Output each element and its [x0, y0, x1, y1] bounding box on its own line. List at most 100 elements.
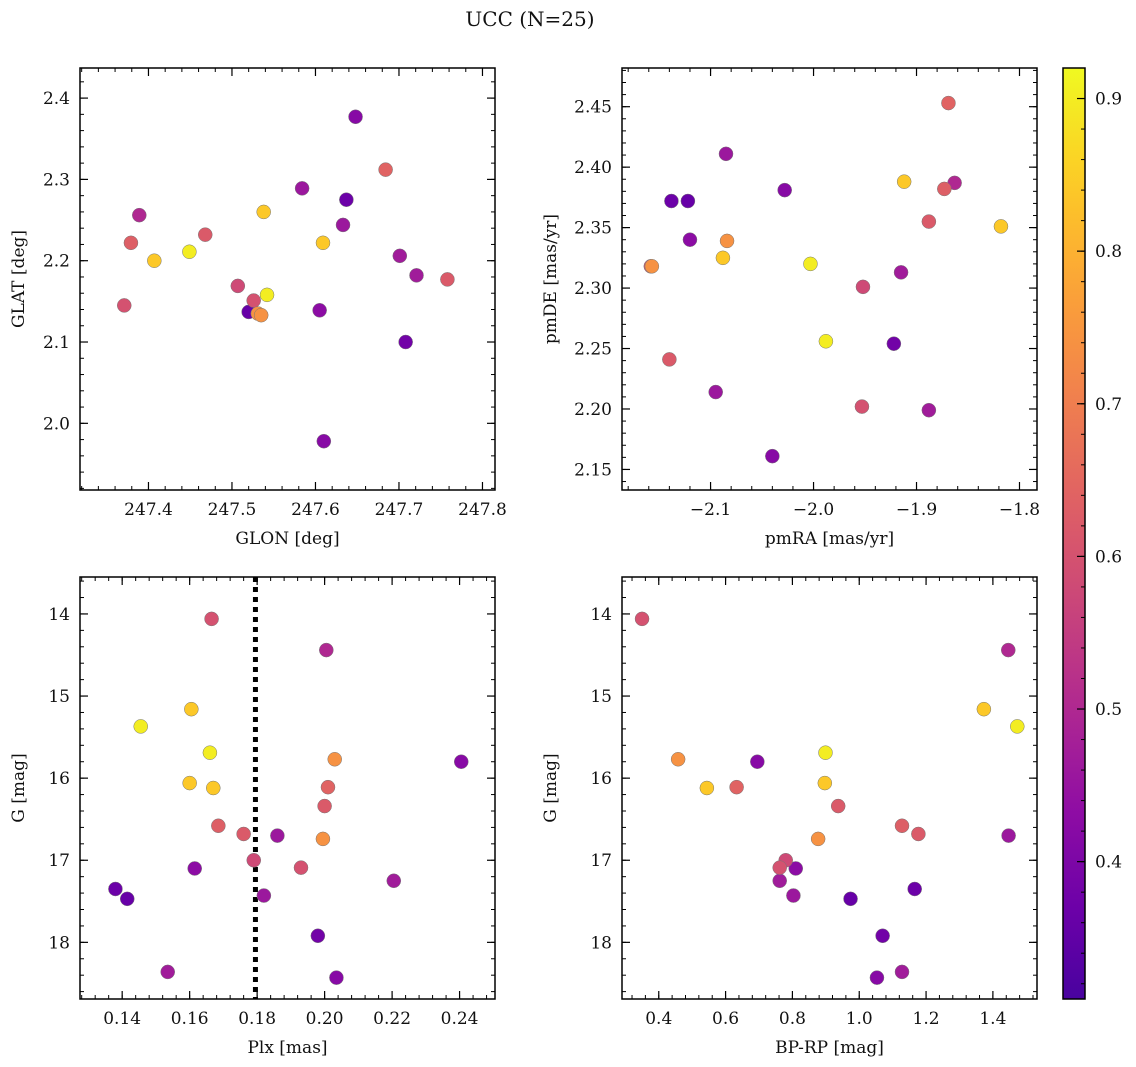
x-tick-label: 247.4	[124, 500, 173, 520]
data-point	[680, 193, 696, 209]
y-axis-label: pmDE [mas/yr]	[541, 214, 561, 344]
y-tick-label: 2.15	[574, 460, 612, 480]
data-point	[664, 193, 679, 209]
data-point	[921, 402, 937, 418]
colorbar-tick-label: 0.5	[1095, 700, 1122, 720]
data-point	[198, 227, 213, 242]
data-point	[921, 214, 937, 229]
y-axis-label: G [mag]	[9, 753, 29, 822]
colorbar-tick-label: 0.8	[1095, 242, 1122, 262]
data-point	[246, 293, 261, 308]
x-axis-label: Plx [mas]	[247, 1038, 327, 1058]
data-point	[670, 752, 686, 767]
data-point	[818, 334, 834, 349]
x-tick-label: 247.7	[375, 500, 424, 520]
data-point	[941, 95, 956, 111]
data-point	[907, 881, 922, 897]
data-point	[392, 248, 408, 264]
data-point	[160, 964, 175, 980]
y-tick-label: 16	[48, 769, 70, 789]
colorbar: 0.4 0.5 0.6 0.7 0.8 0.9	[1062, 67, 1122, 1000]
x-axis-label: pmRA [mas/yr]	[765, 529, 894, 549]
data-point	[708, 384, 723, 400]
x-tick-label: 1.4	[979, 1009, 1006, 1029]
data-point	[855, 279, 871, 295]
data-point	[896, 174, 912, 189]
y-tick-label: 14	[48, 605, 70, 625]
data-point	[310, 928, 326, 944]
data-point	[854, 399, 870, 414]
data-point	[777, 182, 792, 198]
x-axis-label: BP-RP [mag]	[775, 1038, 884, 1058]
axes-frame	[621, 576, 1038, 1000]
x-tick-label: 247.8	[458, 500, 507, 520]
x-tick-label: 0.20	[306, 1009, 344, 1029]
data-point	[182, 244, 197, 260]
data-point	[1001, 828, 1016, 843]
data-point	[316, 433, 332, 449]
data-point	[204, 611, 219, 627]
data-point	[976, 701, 992, 717]
data-point	[440, 272, 455, 287]
axes-frame	[79, 576, 496, 1000]
data-point	[662, 352, 677, 367]
data-point	[765, 448, 780, 464]
data-point	[256, 204, 271, 220]
data-point	[147, 253, 162, 268]
data-point	[202, 745, 218, 760]
data-point	[911, 826, 926, 842]
colorbar-tick-label: 0.6	[1095, 547, 1122, 567]
data-point	[894, 964, 910, 980]
data-point	[893, 265, 909, 280]
data-point	[329, 970, 344, 985]
x-tick-label: 0.18	[238, 1009, 276, 1029]
data-point	[123, 235, 139, 251]
panel-bprp-g: 0.4 0.6 0.8 1.0 1.2 1.4 14 15 16 17 18 BP-RP [mag] G…	[541, 576, 1038, 1058]
data-point	[772, 860, 787, 875]
data-point	[119, 891, 135, 907]
panel-plx-g: 0.14 0.16 0.18 0.20 0.22 0.24 14 15 16 17 18 Plx [m…	[9, 576, 496, 1058]
data-point	[875, 928, 890, 944]
data-point	[315, 831, 331, 847]
data-point	[817, 775, 833, 791]
x-axis-label: GLON [deg]	[235, 529, 339, 549]
data-point	[327, 752, 342, 767]
y-tick-label: 2.3	[43, 170, 70, 190]
y-tick-label: 14	[590, 605, 612, 625]
y-tick-label: 2.40	[574, 158, 612, 178]
data-point	[398, 334, 413, 350]
data-point	[246, 852, 262, 868]
data-point	[993, 219, 1009, 234]
data-point	[869, 970, 885, 985]
y-tick-label: 2.2	[43, 252, 70, 272]
data-point	[729, 779, 744, 795]
axes-frame	[621, 67, 1038, 491]
data-point	[315, 235, 331, 251]
data-point	[348, 109, 363, 125]
data-point	[644, 259, 660, 274]
y-tick-label: 15	[590, 687, 612, 707]
data-point	[117, 298, 132, 313]
x-tick-label: 0.14	[103, 1009, 141, 1029]
x-tick-label: 0.4	[645, 1009, 672, 1029]
x-tick-label: 247.6	[291, 500, 340, 520]
data-point	[750, 754, 765, 769]
y-tick-label: 18	[48, 933, 70, 953]
data-point	[294, 181, 310, 196]
y-tick-label: 17	[48, 851, 70, 871]
x-tick-label: 0.24	[441, 1009, 479, 1029]
x-tick-label: −1.9	[896, 500, 937, 520]
figure-title: UCC (N=25)	[465, 7, 594, 31]
y-tick-label: 18	[590, 933, 612, 953]
data-point	[386, 873, 402, 889]
data-point	[320, 779, 336, 795]
colorbar-frame	[1062, 67, 1086, 1000]
y-axis-label: GLAT [deg]	[9, 230, 29, 328]
data-point	[843, 891, 858, 907]
data-point	[256, 888, 272, 903]
data-point	[182, 775, 197, 791]
data-point	[339, 192, 354, 207]
panel-glon-glat: 247.4 247.5 247.6 247.7 247.8 2.0 2.1 2.2 2.3 2.4…	[9, 67, 507, 549]
y-tick-label: 2.25	[574, 340, 612, 360]
